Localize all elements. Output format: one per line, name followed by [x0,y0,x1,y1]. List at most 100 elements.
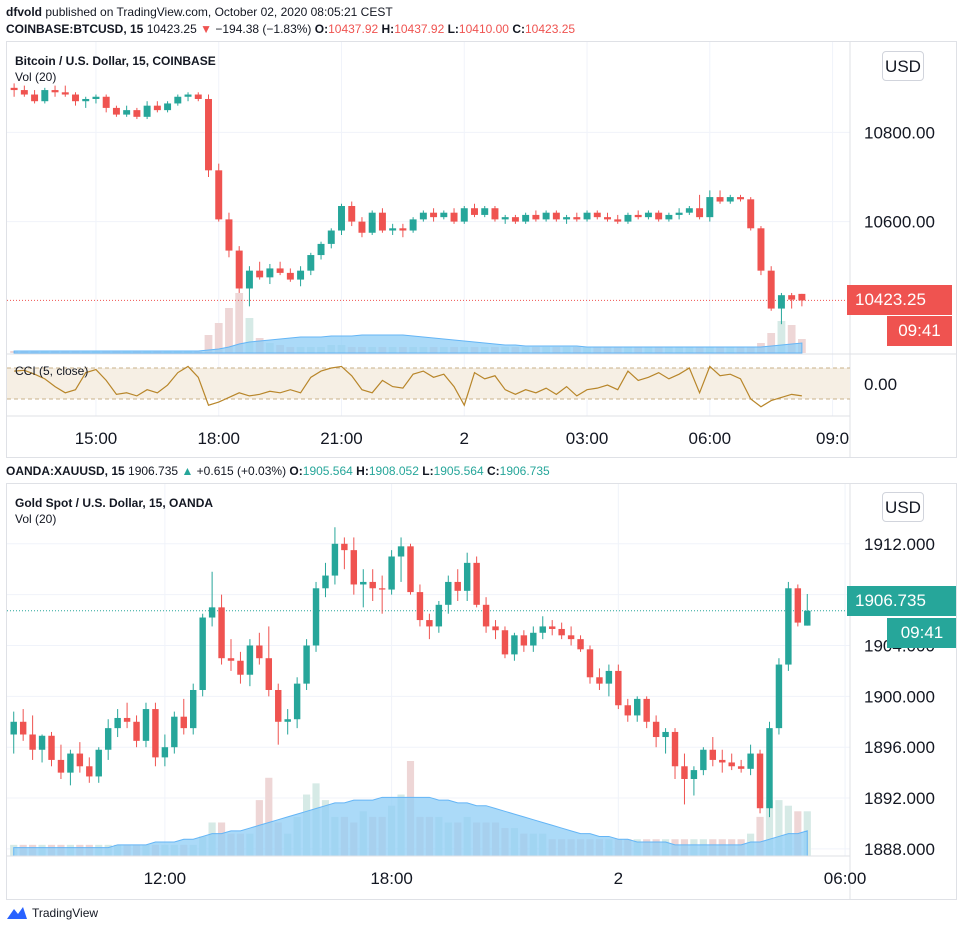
xau-candle-body [57,759,65,773]
btc-h-label: H: [381,22,395,36]
btc-candle-body [767,270,775,309]
btc-candle-body [737,197,744,200]
xau-candle-body [19,721,27,735]
xau-y-tick-label: 1900.000 [864,687,935,706]
btc-candle-body [501,217,509,220]
xau-low: 1905.564 [433,464,484,478]
xau-candle-body [567,635,575,640]
publisher-user[interactable]: dfvold [6,5,42,19]
xau-candle-body [756,753,764,809]
xau-change: +0.615 (+0.03%) [196,464,287,478]
footer-brand[interactable]: TradingView [32,906,99,920]
xau-candle-body [199,617,206,690]
xau-candle-body [303,645,310,684]
btc-chart-title: Bitcoin / U.S. Dollar, 15, COINBASE [15,54,216,68]
xau-candle-body [426,620,433,627]
btc-x-tick-label: 18:00 [197,429,240,448]
btc-candle-body [143,105,151,117]
xau-chart-panel[interactable]: 1912.0001908.0001904.0001900.0001896.000… [6,483,957,900]
xau-candle-body [227,658,235,661]
xau-candle-body [29,734,36,750]
xau-candle-body [652,721,660,738]
xau-candle-body [76,753,84,767]
btc-candle-body [675,212,683,215]
btc-candle-body [563,217,571,220]
btc-candle-body [604,217,611,220]
btc-volume-ma-area [13,334,803,354]
btc-cci-label: CCI (5, close) [15,364,89,378]
xau-candle-body [454,581,461,591]
xau-candle-body [331,543,339,576]
btc-last: 10423.25 [146,22,197,36]
xau-candle-body [218,607,225,659]
btc-candle-body [685,208,693,213]
xau-candle-body [634,698,641,716]
btc-candle-body [368,212,376,233]
btc-volume-bar [787,325,796,353]
btc-candle-body [644,212,652,218]
xau-candle-body [48,735,55,760]
btc-candle-body [297,270,305,280]
xau-candle-body [558,628,565,636]
btc-time-tag: 09:41 [887,316,952,346]
btc-candle-body [716,197,724,202]
btc-currency-button[interactable]: USD [882,51,924,81]
xau-candle-body [142,709,150,741]
btc-candle-body [665,214,673,220]
btc-candle-body [777,295,785,309]
xau-candle-body [473,562,480,605]
xau-y-tick-label: 1912.000 [864,535,935,554]
xau-candle-body [86,766,93,777]
xau-candle-body [152,709,159,758]
btc-candle-body [61,92,69,95]
btc-volume-bar [767,333,776,353]
xau-candle-body [482,604,490,627]
xau-price-tag: 1906.735 [847,586,956,616]
btc-candle-body [235,250,243,289]
btc-candle-body [726,197,734,202]
btc-price-tag: 10423.25 [847,285,952,315]
btc-candle-body [481,208,489,215]
xau-candle-body [284,719,291,722]
xau-open: 1905.564 [302,464,353,478]
xau-candle-body [794,588,802,623]
btc-candle-body [133,110,141,117]
xau-x-tick-label: 18:00 [370,869,413,888]
btc-candle-body [256,270,264,278]
btc-candle-body [532,214,540,220]
xau-currency-button[interactable]: USD [882,492,924,522]
btc-symbol: COINBASE:BTCUSD, 15 [6,22,144,36]
btc-candle-body [788,295,796,300]
xau-candle-body [520,635,528,646]
btc-candle-body [757,228,765,271]
btc-x-tick-label: 15:00 [75,429,118,448]
xau-candle-body [208,607,216,618]
btc-candle-body [307,255,315,271]
btc-candle-body [82,98,90,102]
btc-candle-body [72,94,79,102]
btc-close: 10423.25 [525,22,576,36]
btc-chart-svg[interactable]: 10800.00 10600.00 15:00 18:00 21:00 2 03:00 06:… [7,42,957,458]
xau-candle-body [785,588,792,665]
xau-chart-svg[interactable]: 1912.0001908.0001904.0001900.0001896.000… [7,484,957,900]
btc-volume-bar [235,293,244,353]
xau-candle-body [492,626,499,631]
btc-x-tick-label: 2 [460,429,469,448]
xau-volume-bar [784,805,792,856]
xau-candle-body [133,721,140,741]
xau-candle-body [350,550,358,585]
btc-chart-panel[interactable]: 10800.00 10600.00 15:00 18:00 21:00 2 03:00 06:… [6,41,957,458]
btc-cci-line [14,365,802,408]
btc-y-tick-label: 10800.00 [864,123,935,142]
btc-candle-body [399,228,407,231]
xau-candle-body [10,721,17,735]
btc-candle-body [552,212,560,220]
btc-candle-body [10,87,18,91]
xau-candle-body [615,670,622,706]
xau-candle-body [378,588,386,590]
btc-candle-body [338,206,345,231]
xau-candle-body [341,543,348,551]
btc-candle-body [20,90,28,95]
xau-candle-body [577,639,584,650]
xau-candle-body [511,635,518,655]
